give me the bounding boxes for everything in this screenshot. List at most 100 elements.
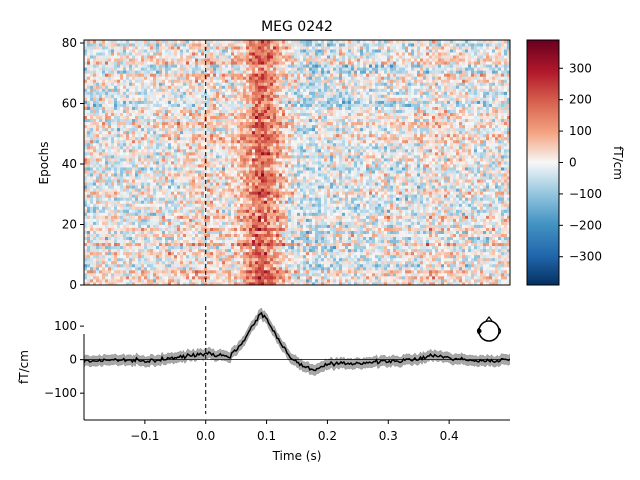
heatmap-cell — [327, 191, 331, 195]
heatmap-cell — [288, 221, 292, 225]
heatmap-cell — [501, 251, 505, 256]
heatmap-cell — [477, 215, 481, 219]
heatmap-cell — [462, 209, 466, 213]
heatmap-cell — [312, 278, 316, 283]
heatmap-cell — [324, 185, 328, 189]
heatmap-cell — [294, 233, 298, 237]
heatmap-cell — [105, 242, 109, 247]
heatmap-cell — [162, 251, 166, 256]
heatmap-cell — [183, 200, 187, 204]
heatmap-cell — [117, 221, 121, 225]
heatmap-cell — [414, 272, 418, 277]
heatmap-cell — [246, 209, 250, 213]
heatmap-cell — [300, 245, 304, 250]
heatmap-cell — [93, 200, 97, 204]
heatmap-cell — [96, 221, 100, 225]
heatmap-cell — [357, 263, 361, 268]
heatmap-cell — [219, 275, 223, 280]
heatmap-cell — [132, 218, 136, 222]
heatmap-cell — [483, 206, 487, 210]
heatmap-cell — [93, 263, 97, 268]
heatmap-cell — [429, 197, 433, 201]
heatmap-cell — [243, 179, 247, 183]
heatmap-cell — [186, 260, 190, 265]
heatmap-cell — [423, 227, 427, 231]
heatmap-cell — [222, 179, 226, 183]
heatmap-cell — [384, 257, 388, 262]
heatmap-cell — [390, 254, 394, 259]
heatmap-cell — [351, 239, 355, 244]
heatmap-cell — [276, 260, 280, 265]
heatmap-cell — [129, 272, 133, 277]
heatmap-cell — [123, 182, 127, 186]
heatmap-cell — [357, 212, 361, 216]
heatmap-cell — [465, 221, 469, 225]
heatmap-cell — [303, 209, 307, 213]
heatmap-cell — [465, 209, 469, 213]
heatmap-cell — [459, 236, 463, 241]
heatmap-cell — [174, 236, 178, 241]
heatmap-cell — [222, 188, 226, 192]
heatmap-cell — [159, 215, 163, 219]
heatmap-cell — [117, 275, 121, 280]
heatmap-cell — [90, 254, 94, 259]
heatmap-cell — [90, 236, 94, 241]
heatmap-cell — [216, 212, 220, 216]
heatmap-cell — [237, 200, 241, 204]
heatmap-cell — [435, 236, 439, 241]
heatmap-cell — [90, 245, 94, 250]
heatmap-cell — [315, 275, 319, 280]
heatmap-cell — [363, 275, 367, 280]
heatmap-cell — [267, 245, 271, 250]
heatmap-cell — [438, 197, 442, 201]
heatmap-cell — [285, 272, 289, 277]
heatmap-cell — [345, 227, 349, 231]
heatmap-cell — [420, 227, 424, 231]
heatmap-cell — [387, 188, 391, 192]
heatmap-cell — [444, 212, 448, 216]
heatmap-cell — [459, 251, 463, 256]
heatmap-cell — [264, 200, 268, 204]
heatmap-cell — [108, 212, 112, 216]
heatmap-cell — [108, 248, 112, 253]
heatmap-cell — [114, 209, 118, 213]
heatmap-cell — [366, 266, 370, 271]
heatmap-cell — [144, 245, 148, 250]
heatmap-cell — [444, 203, 448, 207]
heatmap-cell — [321, 188, 325, 192]
heatmap-cell — [303, 203, 307, 207]
heatmap-cell — [111, 218, 115, 222]
heatmap-cell — [438, 215, 442, 219]
heatmap-cell — [312, 188, 316, 192]
heatmap-cell — [84, 281, 88, 286]
heatmap-cell — [348, 203, 352, 207]
heatmap-cell — [297, 254, 301, 259]
heatmap-cell — [345, 218, 349, 222]
heatmap-cell — [156, 242, 160, 247]
heatmap-cell — [111, 239, 115, 244]
heatmap-cell — [339, 239, 343, 244]
heatmap-cell — [351, 179, 355, 183]
heatmap-cell — [282, 239, 286, 244]
heatmap-cell — [498, 236, 502, 241]
heatmap-cell — [300, 182, 304, 186]
heatmap-cell — [171, 257, 175, 262]
heatmap-cell — [309, 197, 313, 201]
heatmap-cell — [234, 191, 238, 195]
heatmap-cell — [450, 254, 454, 259]
heatmap-cell — [462, 263, 466, 268]
heatmap-cell — [84, 233, 88, 237]
heatmap-cell — [345, 185, 349, 189]
heatmap-cell — [360, 188, 364, 192]
heatmap-cell — [429, 182, 433, 186]
heatmap-cell — [507, 281, 511, 286]
heatmap-cell — [99, 245, 103, 250]
heatmap-cell — [372, 248, 376, 253]
heatmap-cell — [318, 218, 322, 222]
heatmap-cell — [216, 278, 220, 283]
heatmap-cell — [342, 185, 346, 189]
heatmap-cell — [315, 227, 319, 231]
heatmap-cell — [336, 242, 340, 247]
heatmap-cell — [441, 200, 445, 204]
heatmap-cell — [312, 251, 316, 256]
